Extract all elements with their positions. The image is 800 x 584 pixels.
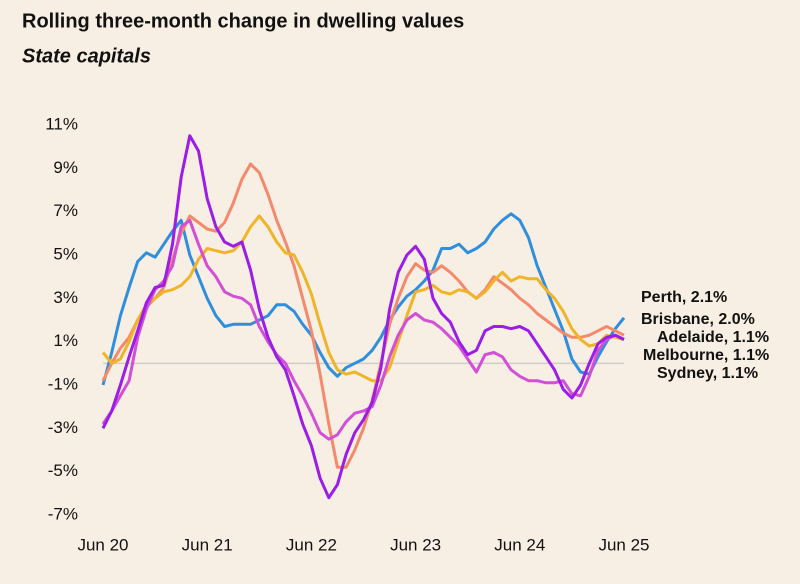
y-tick-label: -7% bbox=[48, 504, 78, 523]
series-line bbox=[101, 134, 625, 500]
y-tick-label: 9% bbox=[53, 158, 78, 177]
y-tick-label: 5% bbox=[53, 244, 78, 263]
y-tick-label: 7% bbox=[53, 201, 78, 220]
series-line bbox=[101, 214, 625, 383]
chart-subtitle: State capitals bbox=[22, 45, 151, 67]
series-line bbox=[101, 212, 626, 386]
y-tick-label: 1% bbox=[53, 331, 78, 350]
legend-label: Melbourne, 1.1% bbox=[643, 347, 769, 364]
x-tick-label: Jun 22 bbox=[286, 535, 337, 554]
x-tick-label: Jun 21 bbox=[182, 535, 233, 554]
y-tick-label: 3% bbox=[53, 288, 78, 307]
y-tick-label: -1% bbox=[48, 374, 78, 393]
series-line bbox=[101, 162, 625, 469]
x-tick-label: Jun 20 bbox=[77, 535, 128, 554]
legend-label: Perth, 2.1% bbox=[641, 289, 727, 306]
y-tick-label: -3% bbox=[48, 418, 78, 437]
series-line bbox=[101, 218, 625, 441]
x-tick-label: Jun 23 bbox=[390, 535, 441, 554]
y-tick-label: 11% bbox=[45, 114, 78, 133]
legend-label: Sydney, 1.1% bbox=[657, 365, 758, 382]
y-tick-label: -5% bbox=[48, 461, 78, 480]
x-tick-label: Jun 25 bbox=[598, 535, 649, 554]
legend-label: Adelaide, 1.1% bbox=[657, 329, 769, 346]
chart-title: Rolling three-month change in dwelling v… bbox=[22, 10, 464, 32]
legend-label: Brisbane, 2.0% bbox=[641, 311, 755, 328]
x-tick-label: Jun 24 bbox=[494, 535, 545, 554]
